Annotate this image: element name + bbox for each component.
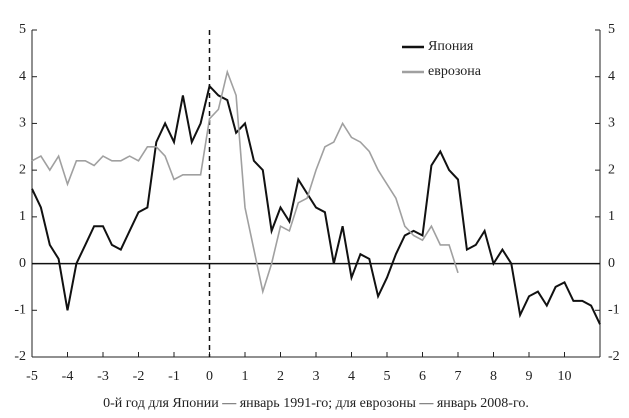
x-tick-label: 6 [419, 369, 426, 384]
y-tick-label: 5 [19, 22, 26, 37]
x-axis-label: 0-й год для Японии — январь 1991-го; для… [103, 396, 529, 411]
y-tick-label: 1 [19, 209, 26, 224]
x-tick-label: 10 [558, 369, 572, 384]
y2-tick-label: 5 [608, 22, 615, 37]
x-tick-label: 5 [384, 369, 391, 384]
legend-label: Япония [428, 39, 474, 54]
x-tick-label: 9 [526, 369, 533, 384]
y-tick-label: 3 [19, 116, 26, 131]
x-tick-label: 7 [455, 369, 462, 384]
y2-tick-label: 4 [608, 69, 615, 84]
x-tick-label: 2 [277, 369, 284, 384]
x-tick-label: 0 [206, 369, 213, 384]
x-tick-label: -2 [133, 369, 145, 384]
x-tick-label: 8 [490, 369, 497, 384]
y-tick-label: 0 [19, 256, 26, 271]
y2-tick-label: -1 [608, 303, 620, 318]
x-tick-label: -3 [97, 369, 109, 384]
x-tick-label: 1 [242, 369, 249, 384]
legend-label: еврозона [428, 64, 482, 79]
y2-tick-label: 3 [608, 116, 615, 131]
y2-tick-label: 0 [608, 256, 615, 271]
x-tick-label: -4 [62, 369, 74, 384]
series-line [31, 84, 601, 325]
y-tick-label: -1 [14, 303, 26, 318]
x-tick-label: -1 [168, 369, 180, 384]
series-line [31, 69, 459, 295]
y2-tick-label: 1 [608, 209, 615, 224]
y-tick-label: 4 [19, 69, 26, 84]
y-tick-label: 2 [19, 162, 26, 177]
x-tick-label: 4 [348, 369, 355, 384]
y2-tick-label: -2 [608, 349, 620, 364]
y-tick-label: -2 [14, 349, 26, 364]
x-tick-label: 3 [313, 369, 320, 384]
x-tick-label: -5 [26, 369, 38, 384]
y2-tick-label: 2 [608, 162, 615, 177]
